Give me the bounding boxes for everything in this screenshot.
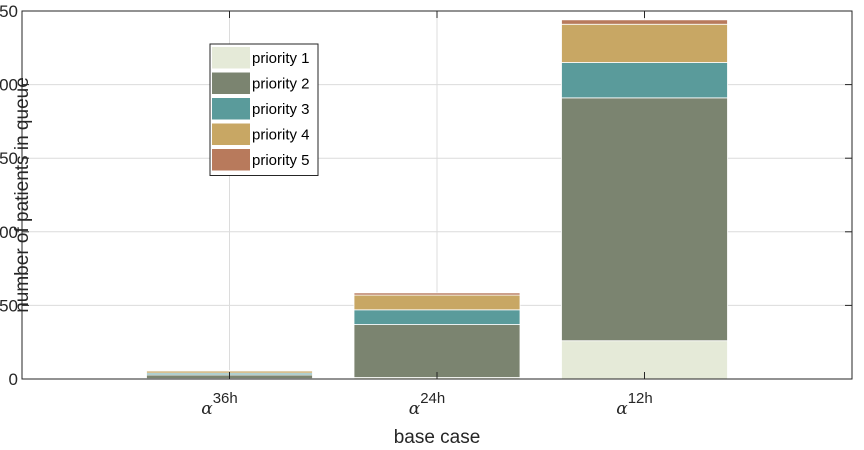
legend: priority 1 priority 2 priority 3 priority 4… xyxy=(209,43,319,176)
legend-swatch xyxy=(212,149,250,171)
x-tick-label: α36h xyxy=(201,390,238,419)
bar-segment xyxy=(561,97,728,342)
axis-ticks: 0 50 100 150 200 250 α36h α24h α12h xyxy=(0,2,852,419)
y-tick-label: 250 xyxy=(0,2,18,21)
y-tick-label: 50 xyxy=(0,296,18,315)
legend-label: priority 3 xyxy=(252,101,310,118)
bar-segment xyxy=(561,19,728,25)
x-tick-label: α12h xyxy=(616,390,653,419)
legend-label: priority 5 xyxy=(252,152,310,169)
x-tick-label: α24h xyxy=(409,390,446,419)
y-tick-label: 0 xyxy=(9,370,18,389)
bar-segment xyxy=(353,309,521,325)
y-axis-label: number of patients in queue xyxy=(12,77,33,313)
bar-segment xyxy=(353,324,521,378)
legend-swatch xyxy=(212,98,250,120)
x-axis-label: base case xyxy=(394,427,481,448)
bar-segment xyxy=(353,292,521,296)
y-tick-label: 150 xyxy=(0,149,18,168)
legend-label: priority 4 xyxy=(252,127,310,144)
bar-segment xyxy=(561,62,728,99)
bar-stacks xyxy=(146,19,728,380)
bar-segment xyxy=(353,294,521,311)
legend-swatch xyxy=(212,47,250,69)
y-tick-label: 100 xyxy=(0,223,18,242)
legend-swatch xyxy=(212,72,250,94)
y-tick-label: 200 xyxy=(0,76,18,95)
bar-segment xyxy=(561,23,728,63)
legend-swatch xyxy=(212,123,250,145)
bar-segment xyxy=(146,370,313,372)
legend-label: priority 2 xyxy=(252,76,310,93)
legend-label: priority 1 xyxy=(252,50,310,67)
